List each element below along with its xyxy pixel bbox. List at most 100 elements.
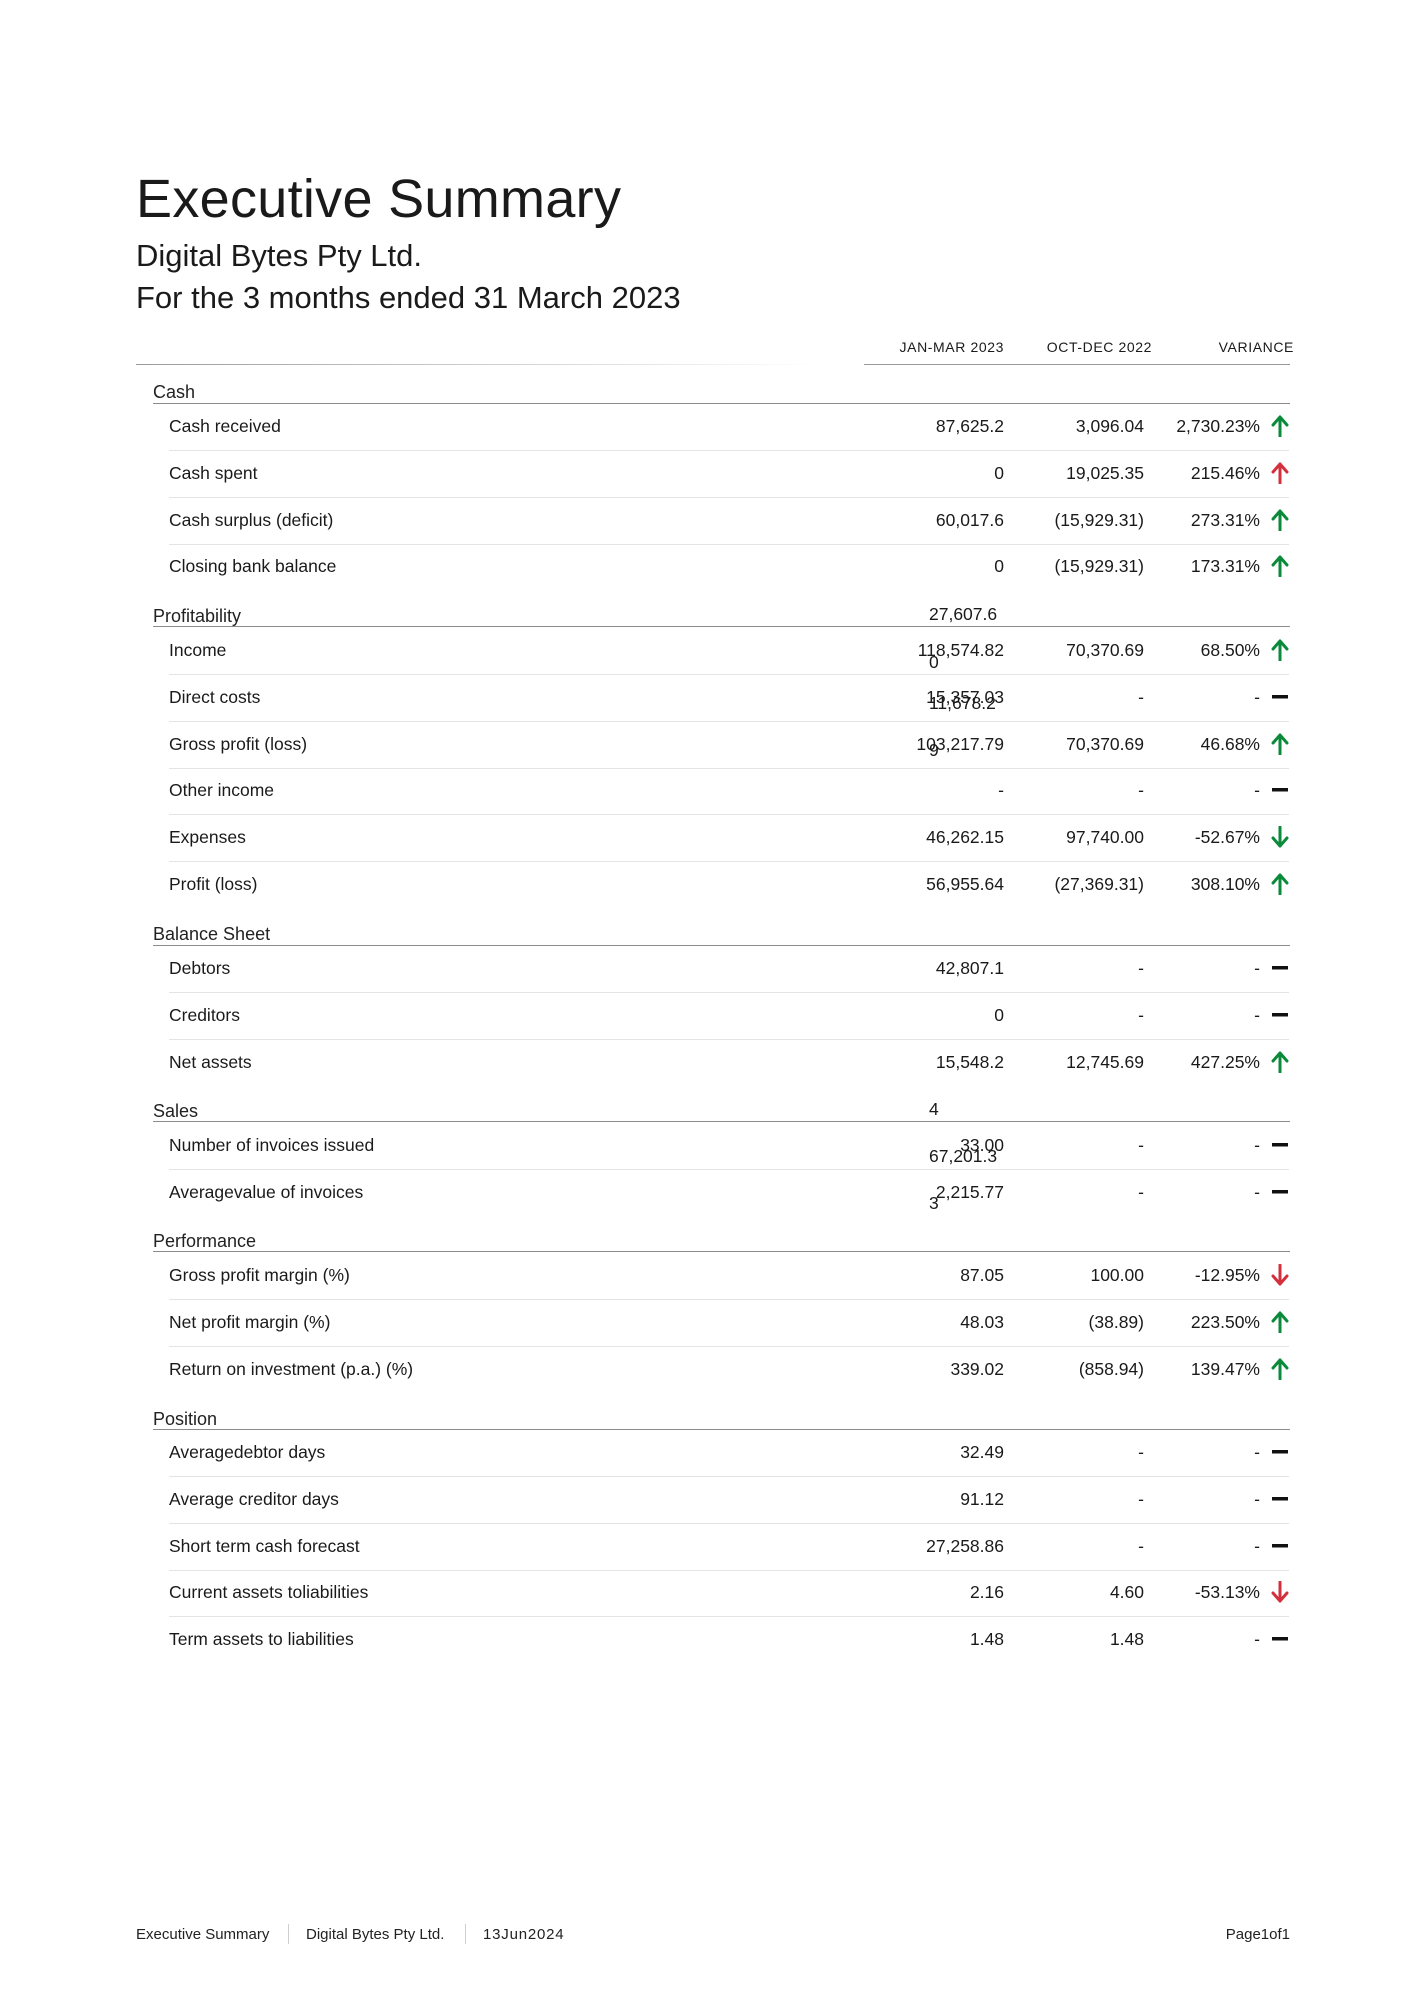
row-label: Closing bank balance [169, 556, 337, 576]
current-period-value: 46,262.15 [926, 827, 1004, 847]
footer-date: 13Jun2024 [483, 1926, 565, 1943]
overlay-value: 4 [929, 1099, 939, 1119]
row-label: Creditors [169, 1005, 240, 1025]
prior-period-value: - [1138, 1489, 1144, 1509]
current-period-value: 60,017.6 [935, 510, 1004, 530]
overlay-value: 11,678.2 [929, 693, 996, 713]
overlay-value: 0 [929, 652, 939, 672]
section-rule [153, 945, 1290, 946]
current-period-value: 27,258.86 [926, 1536, 1004, 1556]
row-divider [169, 1476, 1289, 1477]
row-divider [169, 1346, 1289, 1347]
footer-page-number: Page1of1 [1225, 1926, 1290, 1943]
section-title: Sales [153, 1101, 199, 1121]
variance-value: - [1254, 958, 1260, 978]
dash-icon [1270, 1628, 1290, 1650]
column-header-current: JAN-MAR 2023 [899, 339, 1004, 355]
prior-period-value: 19,025.35 [1066, 463, 1144, 483]
prior-period-value: 70,370.69 [1066, 734, 1144, 754]
prior-period-value: - [1138, 1536, 1144, 1556]
current-period-value: 15,357.03 [926, 687, 1004, 707]
variance-value: -52.67% [1194, 827, 1260, 847]
arrow-up-icon [1270, 415, 1290, 438]
variance-value: 223.50% [1190, 1312, 1260, 1332]
arrow-down-icon [1270, 825, 1290, 848]
current-period-value: 118,574.82 [917, 640, 1004, 660]
row-label: Other income [169, 780, 275, 800]
variance-value: - [1254, 1005, 1260, 1025]
prior-period-value: - [1138, 1005, 1144, 1025]
row-label: Income [169, 640, 227, 660]
section-title: Balance Sheet [153, 924, 271, 944]
variance-value: - [1254, 780, 1260, 800]
section-rule [153, 1121, 1290, 1122]
row-divider [169, 1523, 1289, 1524]
header-rule-right [864, 364, 1290, 365]
row-label: Net profit margin (%) [169, 1312, 331, 1332]
overlay-value: 9 [929, 740, 939, 760]
current-period-value: 48.03 [960, 1312, 1004, 1332]
prior-period-value: 12,745.69 [1066, 1052, 1144, 1072]
section-title: Performance [153, 1231, 257, 1251]
column-header-prior: OCT-DEC 2022 [1046, 339, 1152, 355]
row-label: Cash surplus (deficit) [169, 510, 334, 530]
arrow-down-icon [1270, 1263, 1290, 1286]
current-period-value: 33.00 [960, 1135, 1004, 1155]
current-period-value: 1.48 [969, 1629, 1004, 1649]
current-period-value: 2,215.77 [935, 1182, 1004, 1202]
page-title: Executive Summary [136, 169, 622, 229]
row-label: Return on investment (p.a.) (%) [169, 1359, 414, 1379]
variance-value: 308.10% [1190, 874, 1260, 894]
prior-period-value: (858.94) [1078, 1359, 1144, 1379]
footer-company: Digital Bytes Pty Ltd. [306, 1926, 445, 1943]
prior-period-value: 70,370.69 [1066, 640, 1144, 660]
current-period-value: 87,625.2 [935, 416, 1004, 436]
variance-value: - [1254, 1629, 1260, 1649]
row-label: Short term cash forecast [169, 1536, 360, 1556]
arrow-up-icon [1270, 509, 1290, 532]
prior-period-value: (38.89) [1088, 1312, 1144, 1332]
dash-icon [1270, 1488, 1290, 1510]
row-label: Cash spent [169, 463, 258, 483]
row-label: Profit (loss) [169, 874, 258, 894]
row-divider [169, 450, 1289, 451]
row-divider [169, 814, 1289, 815]
dash-icon [1270, 1535, 1290, 1557]
company-name: Digital Bytes Pty Ltd. [136, 238, 423, 273]
prior-period-value: - [1138, 958, 1144, 978]
prior-period-value: - [1138, 687, 1144, 707]
footer-separator [465, 1924, 466, 1944]
arrow-up-icon [1270, 873, 1290, 896]
section-rule [153, 403, 1290, 404]
arrow-up-icon [1270, 555, 1290, 578]
section-title: Cash [153, 382, 196, 402]
row-label: Gross profit margin (%) [169, 1265, 350, 1285]
variance-value: 46.68% [1200, 734, 1260, 754]
current-period-value: 0 [994, 556, 1004, 576]
current-period-value: 103,217.79 [916, 734, 1004, 754]
current-period-value: - [998, 780, 1004, 800]
current-period-value: 0 [994, 463, 1004, 483]
section-title: Profitability [153, 606, 242, 626]
prior-period-value: - [1138, 1135, 1144, 1155]
dash-icon [1270, 957, 1290, 979]
section-rule [153, 1429, 1290, 1430]
current-period-value: 15,548.2 [935, 1052, 1004, 1072]
report-period: For the 3 months ended 31 March 2023 [136, 280, 681, 315]
row-divider [169, 544, 1289, 545]
prior-period-value: - [1138, 1182, 1144, 1202]
current-period-value: 2.16 [969, 1582, 1004, 1602]
arrow-down-icon [1270, 1580, 1290, 1603]
section-title: Position [153, 1409, 218, 1429]
row-label: Debtors [169, 958, 231, 978]
footer-doc-name: Executive Summary [136, 1926, 270, 1943]
dash-icon [1270, 1441, 1290, 1463]
current-period-value: 32.49 [960, 1442, 1004, 1462]
row-label: Averagedebtor days [169, 1442, 326, 1462]
row-label: Averagevalue of invoices [169, 1182, 364, 1202]
dash-icon [1270, 1004, 1290, 1026]
current-period-value: 56,955.64 [926, 874, 1004, 894]
arrow-up-icon [1270, 1051, 1290, 1074]
prior-period-value: (15,929.31) [1054, 556, 1144, 576]
row-label: Average creditor days [169, 1489, 339, 1509]
